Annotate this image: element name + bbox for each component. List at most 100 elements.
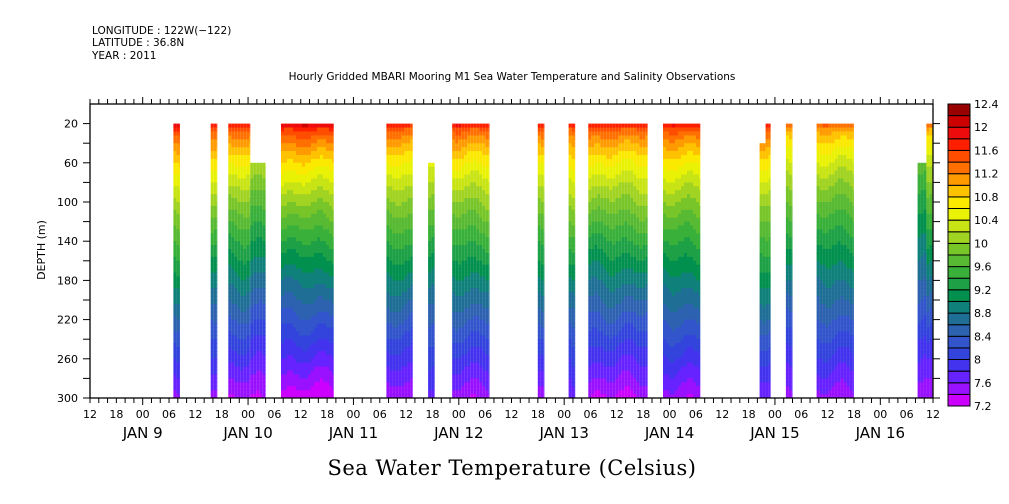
data-cell xyxy=(568,354,572,360)
data-cell xyxy=(329,327,332,332)
data-cell xyxy=(407,158,411,164)
data-cell xyxy=(284,221,287,226)
data-cell xyxy=(461,307,465,313)
data-cell xyxy=(410,394,413,399)
data-cell xyxy=(302,221,305,226)
data-cell xyxy=(591,174,595,179)
data-cell xyxy=(404,276,408,281)
data-cell xyxy=(574,386,576,391)
data-cell xyxy=(395,374,399,379)
data-cell xyxy=(395,347,399,352)
data-cell xyxy=(231,205,235,211)
data-cell xyxy=(176,335,180,340)
data-cell xyxy=(404,327,408,332)
data-cell xyxy=(259,284,263,289)
data-cell xyxy=(588,198,592,203)
data-cell xyxy=(246,221,250,226)
data-cell xyxy=(485,225,489,230)
data-cell xyxy=(467,225,471,230)
data-cell xyxy=(410,241,413,246)
data-cell xyxy=(246,194,250,199)
data-cell xyxy=(329,351,332,356)
data-cell xyxy=(262,296,266,301)
data-cell xyxy=(249,272,251,277)
data-cell xyxy=(410,178,413,183)
data-cell xyxy=(540,382,544,387)
data-cell xyxy=(293,323,296,328)
data-cell xyxy=(398,315,402,321)
data-cell xyxy=(176,347,180,352)
data-cell xyxy=(237,182,241,187)
data-cell xyxy=(476,339,480,344)
data-cell xyxy=(588,178,592,183)
data-cell xyxy=(574,123,576,128)
data-cell xyxy=(594,217,598,223)
data-cell xyxy=(404,186,408,191)
data-cell xyxy=(284,323,287,328)
data-cell xyxy=(588,127,592,132)
data-cell xyxy=(317,351,320,356)
data-cell xyxy=(482,155,486,160)
data-cell xyxy=(482,135,486,140)
data-cell xyxy=(404,221,408,226)
data-cell xyxy=(389,311,393,317)
data-cell xyxy=(461,374,465,379)
data-cell xyxy=(332,354,334,360)
data-cell xyxy=(179,382,180,387)
data-cell xyxy=(389,347,393,352)
data-cell xyxy=(216,303,218,309)
data-cell xyxy=(302,186,305,191)
data-cell xyxy=(464,143,468,148)
data-cell xyxy=(314,151,317,156)
data-cell xyxy=(488,292,490,297)
data-cell xyxy=(237,390,241,395)
data-cell xyxy=(594,386,598,391)
data-cell xyxy=(173,347,177,352)
data-cell xyxy=(246,343,250,348)
data-cell xyxy=(287,335,290,340)
data-cell xyxy=(314,245,317,250)
data-cell xyxy=(302,155,305,160)
data-cell xyxy=(179,307,180,313)
data-cell xyxy=(597,151,601,156)
data-cell xyxy=(407,347,411,352)
data-cell xyxy=(574,284,576,289)
data-cell xyxy=(389,390,393,395)
data-cell xyxy=(216,288,218,293)
data-cell xyxy=(461,170,465,175)
data-cell xyxy=(284,198,287,203)
data-cell xyxy=(401,358,405,364)
data-cell xyxy=(326,378,329,383)
data-cell xyxy=(296,343,299,348)
data-cell xyxy=(249,202,251,207)
data-cell xyxy=(296,170,299,175)
data-cell xyxy=(434,182,435,187)
data-cell xyxy=(320,315,323,321)
data-cell xyxy=(392,351,396,356)
data-cell xyxy=(594,374,598,379)
data-cell xyxy=(395,174,399,179)
data-cell xyxy=(395,237,399,242)
data-cell xyxy=(537,323,541,328)
data-cell xyxy=(452,347,456,352)
data-cell xyxy=(314,374,317,379)
data-cell xyxy=(213,327,217,332)
data-cell xyxy=(216,127,218,132)
data-cell xyxy=(464,390,468,395)
data-cell xyxy=(452,174,456,179)
data-cell xyxy=(431,256,435,262)
data-cell xyxy=(485,162,489,168)
data-cell xyxy=(240,307,244,313)
data-cell xyxy=(431,311,435,317)
data-cell xyxy=(588,131,592,136)
data-cell xyxy=(293,182,296,187)
data-cell xyxy=(234,382,238,387)
data-cell xyxy=(407,253,411,258)
data-cell xyxy=(571,264,575,270)
data-cell xyxy=(293,374,296,379)
data-cell xyxy=(253,229,257,234)
data-cell xyxy=(404,284,408,289)
data-cell xyxy=(243,354,247,360)
data-cell xyxy=(305,390,308,395)
data-cell xyxy=(323,205,326,211)
